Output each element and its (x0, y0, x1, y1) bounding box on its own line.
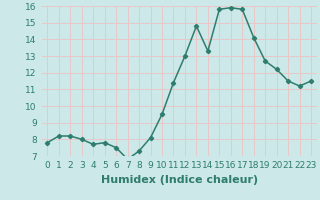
X-axis label: Humidex (Indice chaleur): Humidex (Indice chaleur) (100, 175, 258, 185)
